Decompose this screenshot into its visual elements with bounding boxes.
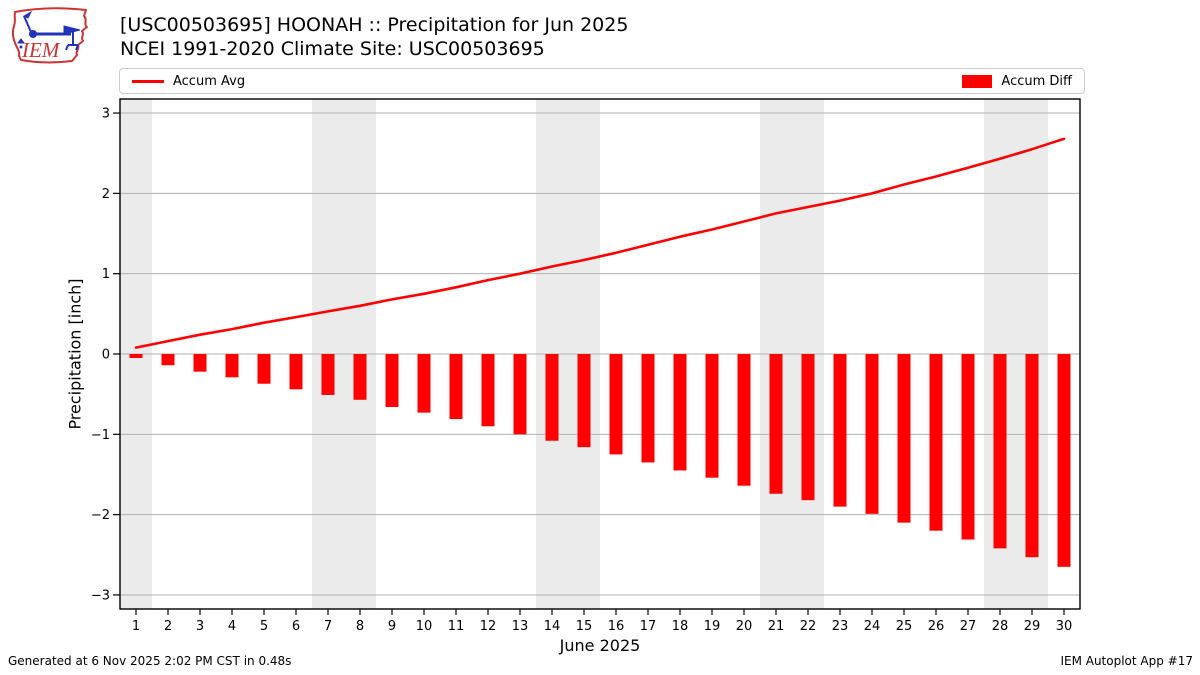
x-tick-label: 26 bbox=[928, 619, 945, 634]
accum-diff-bar bbox=[1057, 354, 1071, 567]
accum-diff-bar bbox=[961, 354, 975, 540]
y-tick-label: 1 bbox=[102, 267, 110, 282]
app-credit: IEM Autoplot App #17 bbox=[1060, 654, 1193, 668]
y-tick-label: 3 bbox=[102, 107, 110, 122]
x-tick-label: 10 bbox=[416, 619, 433, 634]
x-tick-label: 8 bbox=[356, 619, 364, 634]
chart-legend: Accum Avg Accum Diff bbox=[119, 68, 1085, 94]
accum-diff-bar bbox=[641, 354, 655, 463]
x-axis-label: June 2025 bbox=[559, 636, 641, 655]
legend-item-accum-avg: Accum Avg bbox=[132, 74, 245, 89]
accum-diff-bar bbox=[929, 354, 943, 531]
accum-diff-bar bbox=[673, 354, 687, 471]
x-tick-label: 3 bbox=[196, 619, 204, 634]
accum-diff-bar bbox=[225, 354, 239, 378]
x-tick-label: 15 bbox=[576, 619, 593, 634]
accum-diff-bar bbox=[449, 354, 463, 420]
page-title: [USC00503695] HOONAH :: Precipitation fo… bbox=[120, 14, 629, 36]
bar-swatch-icon bbox=[962, 74, 993, 88]
accum-diff-bar bbox=[609, 354, 623, 455]
y-axis-label: Precipitation [inch] bbox=[65, 278, 85, 430]
x-tick-label: 21 bbox=[768, 619, 785, 634]
generated-timestamp: Generated at 6 Nov 2025 2:02 PM CST in 0… bbox=[8, 654, 292, 668]
x-tick-label: 9 bbox=[388, 619, 396, 634]
accum-diff-bar bbox=[545, 354, 559, 441]
x-tick-label: 20 bbox=[736, 619, 753, 634]
accum-diff-bar bbox=[801, 354, 815, 501]
accum-diff-bar bbox=[1025, 354, 1039, 558]
x-tick-label: 25 bbox=[896, 619, 913, 634]
accum-diff-bar bbox=[257, 354, 271, 384]
y-tick-label: 2 bbox=[102, 187, 110, 202]
accum-diff-bar bbox=[161, 354, 175, 366]
accum-diff-bar bbox=[897, 354, 911, 523]
x-tick-label: 11 bbox=[448, 619, 465, 634]
x-tick-label: 17 bbox=[640, 619, 657, 634]
accum-diff-bar bbox=[993, 354, 1007, 549]
page-subtitle: NCEI 1991-2020 Climate Site: USC00503695 bbox=[120, 38, 545, 60]
x-tick-label: 14 bbox=[544, 619, 561, 634]
x-tick-label: 2 bbox=[164, 619, 172, 634]
accum-diff-bar bbox=[385, 354, 399, 408]
iem-logo-text: IEM bbox=[21, 38, 61, 62]
x-tick-label: 19 bbox=[704, 619, 721, 634]
x-tick-label: 23 bbox=[832, 619, 849, 634]
accum-diff-bar bbox=[865, 354, 879, 514]
y-tick-label: −3 bbox=[91, 588, 110, 603]
title-block: [USC00503695] HOONAH :: Precipitation fo… bbox=[120, 13, 628, 61]
legend-label-accum-avg: Accum Avg bbox=[173, 73, 246, 89]
accum-diff-bar bbox=[321, 354, 335, 395]
line-swatch-icon bbox=[132, 79, 164, 83]
plot-frame bbox=[119, 98, 1081, 610]
x-tick-label: 29 bbox=[1024, 619, 1041, 634]
accum-avg-line bbox=[134, 137, 1066, 349]
accum-diff-bar bbox=[193, 354, 207, 372]
x-tick-label: 24 bbox=[864, 619, 881, 634]
x-tick-label: 27 bbox=[960, 619, 977, 634]
accum-diff-bar bbox=[769, 354, 783, 494]
legend-item-accum-diff: Accum Diff bbox=[962, 74, 1072, 89]
y-tick-label: 0 bbox=[102, 348, 110, 363]
x-tick-label: 30 bbox=[1056, 619, 1073, 634]
accum-diff-bar bbox=[705, 354, 719, 478]
x-tick-label: 28 bbox=[992, 619, 1009, 634]
x-tick-label: 7 bbox=[324, 619, 332, 634]
x-tick-label: 18 bbox=[672, 619, 689, 634]
x-tick-label: 22 bbox=[800, 619, 817, 634]
accum-diff-bar bbox=[513, 354, 527, 435]
accum-diff-bar bbox=[737, 354, 751, 486]
x-tick-label: 12 bbox=[480, 619, 497, 634]
x-tick-label: 6 bbox=[292, 619, 300, 634]
accum-diff-bar bbox=[577, 354, 591, 448]
accum-diff-bar bbox=[417, 354, 431, 413]
y-tick-label: −1 bbox=[91, 428, 110, 443]
x-tick-label: 16 bbox=[608, 619, 625, 634]
x-tick-label: 1 bbox=[132, 619, 140, 634]
y-tick-label: −2 bbox=[91, 508, 110, 523]
x-tick-label: 13 bbox=[512, 619, 529, 634]
legend-label-accum-diff: Accum Diff bbox=[1001, 73, 1072, 89]
accum-diff-bar bbox=[289, 354, 303, 390]
accum-diff-bar bbox=[481, 354, 495, 427]
x-tick-label: 4 bbox=[228, 619, 236, 634]
accum-diff-bar bbox=[353, 354, 367, 400]
iem-logo: IEM bbox=[11, 7, 88, 64]
accum-diff-bar bbox=[129, 354, 143, 359]
accum-diff-bar bbox=[833, 354, 847, 507]
weather-vane-icon bbox=[17, 10, 81, 51]
x-tick-label: 5 bbox=[260, 619, 268, 634]
